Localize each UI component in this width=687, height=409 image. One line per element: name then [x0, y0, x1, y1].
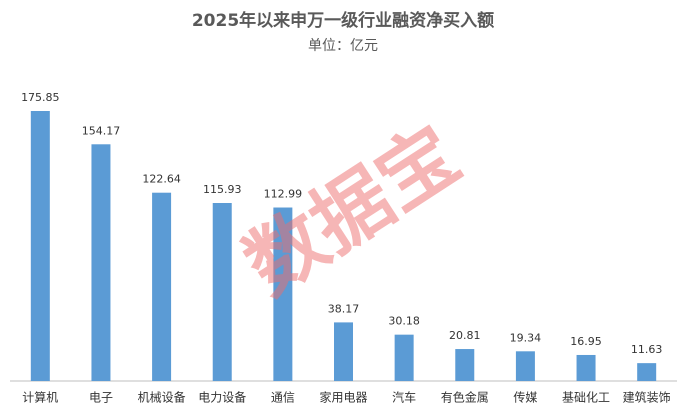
value-label: 122.64: [142, 173, 181, 186]
x-tick-label: 机械设备: [138, 390, 186, 405]
value-label: 20.81: [449, 329, 481, 342]
value-label: 11.63: [631, 343, 663, 356]
value-label: 154.17: [82, 124, 121, 137]
chart-title: 2025年以来申万一级行业融资净买入额: [192, 10, 494, 31]
bar: [394, 334, 414, 381]
x-tick-label: 汽车: [392, 390, 416, 405]
chart-subtitle: 单位：亿元: [308, 38, 378, 54]
watermark: 数据宝: [230, 110, 475, 313]
value-label: 175.85: [21, 91, 60, 104]
value-label: 115.93: [203, 183, 242, 196]
bar: [637, 363, 657, 381]
x-tick-label: 通信: [271, 391, 295, 405]
bar: [515, 351, 535, 381]
value-label: 16.95: [570, 335, 602, 348]
x-tick-label: 建筑装饰: [623, 390, 671, 405]
x-tick-label: 基础化工: [562, 391, 610, 405]
x-tick-label: 传媒: [513, 390, 537, 405]
value-label: 112.99: [264, 188, 303, 201]
value-label: 19.34: [510, 331, 542, 344]
x-tick-label: 电力设备: [198, 391, 246, 405]
bar: [91, 144, 111, 381]
value-label: 30.18: [388, 315, 420, 328]
bar: [212, 203, 232, 381]
x-tick-label: 有色金属: [441, 390, 489, 405]
bar: [273, 207, 293, 381]
x-tick-label: 电子: [89, 391, 113, 405]
value-label: 38.17: [328, 302, 360, 315]
x-tick-label: 计算机: [22, 390, 58, 405]
bar: [30, 111, 50, 381]
bar: [576, 354, 596, 381]
bar: [455, 349, 475, 381]
x-tick-label: 家用电器: [319, 390, 367, 405]
bar: [334, 322, 353, 381]
bar: [152, 192, 172, 381]
